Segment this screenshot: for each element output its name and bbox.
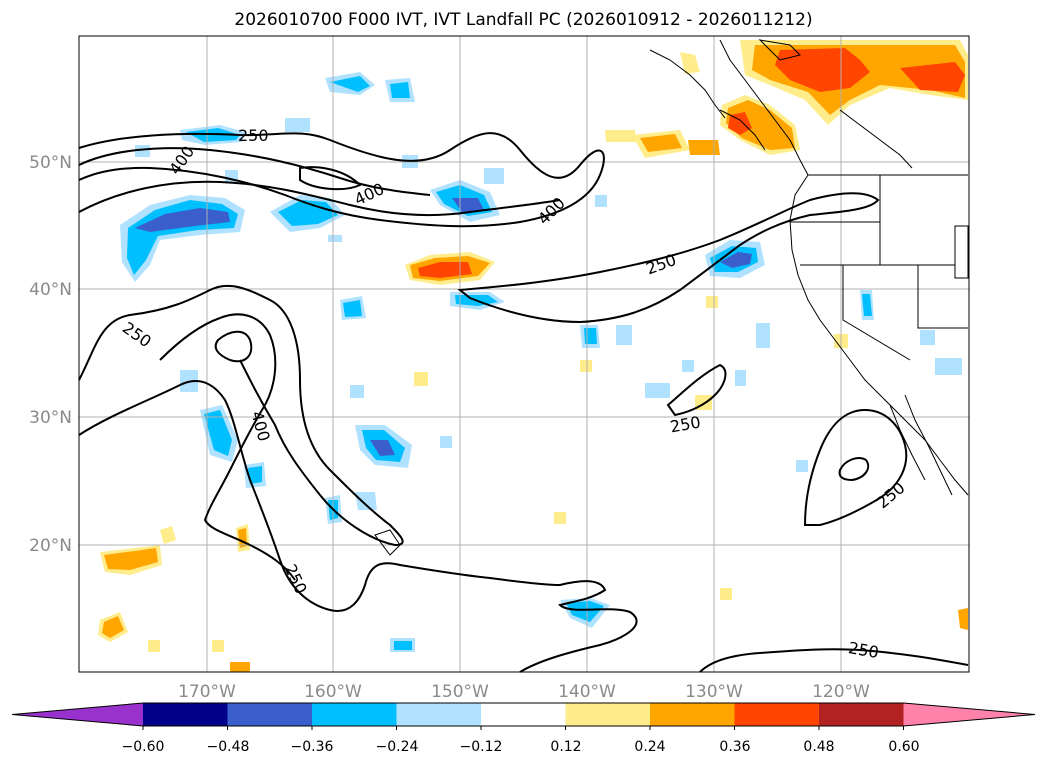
lon-label: 160°W (304, 682, 362, 702)
latitude-labels: 50°N 40°N 30°N 20°N (29, 153, 72, 556)
colorbar-tick-label: −0.36 (291, 739, 334, 755)
lat-label: 40°N (29, 280, 72, 300)
grid-lines (79, 36, 969, 672)
colorbar-tick-label: −0.12 (460, 739, 503, 755)
lon-label: 140°W (558, 682, 616, 702)
longitude-labels: 170°W 160°W 150°W 140°W 130°W 120°W (178, 682, 870, 702)
lat-label: 20°N (29, 536, 72, 556)
lon-label: 120°W (812, 682, 870, 702)
colorbar-swatch (819, 703, 904, 726)
lat-label: 50°N (29, 153, 72, 173)
colorbar-tick-label: 0.48 (803, 739, 834, 755)
colorbar-swatch (565, 703, 651, 726)
colorbar-extend-high (903, 703, 1035, 726)
colorbar-tick-label: 0.60 (888, 739, 919, 755)
colorbar-swatches (11, 702, 1036, 730)
colorbar-tick-label: 0.24 (634, 739, 665, 755)
colorbar-swatch (143, 703, 228, 726)
colorbar-tick-label: 0.36 (719, 739, 750, 755)
contour-label: 250 (238, 126, 269, 145)
ivt-contours (78, 132, 969, 673)
colorbar-swatch (396, 703, 482, 726)
map-title: 2026010700 F000 IVT, IVT Landfall PC (20… (234, 10, 813, 30)
positive-shading (98, 40, 968, 672)
colorbar-tick-label: 0.12 (550, 739, 581, 755)
colorbar-swatch (312, 703, 397, 726)
colorbar-swatch (481, 703, 566, 726)
colorbar-tick-label: −0.60 (122, 739, 165, 755)
colorbar-tick-label: −0.24 (376, 739, 419, 755)
colorbar-extend-low (12, 703, 143, 726)
colorbar-swatch (650, 703, 735, 726)
coastlines (374, 39, 969, 556)
colorbar-swatch (734, 703, 820, 726)
lon-label: 130°W (685, 682, 743, 702)
colorbar: −0.60 −0.48 −0.36 −0.24 −0.12 0.12 0.24 … (11, 702, 1036, 755)
plot-border (78, 35, 970, 673)
colorbar-tick-label: −0.48 (207, 739, 250, 755)
colorbar-swatch (227, 703, 313, 726)
lat-label: 30°N (29, 408, 72, 428)
negative-shading (120, 72, 962, 652)
colorbar-ticks: −0.60 −0.48 −0.36 −0.24 −0.12 0.12 0.24 … (122, 739, 920, 755)
lon-label: 150°W (431, 682, 489, 702)
plot-area: 250 400 400 400 250 250 250 400 250 250 … (78, 35, 970, 673)
lon-label: 170°W (178, 682, 236, 702)
